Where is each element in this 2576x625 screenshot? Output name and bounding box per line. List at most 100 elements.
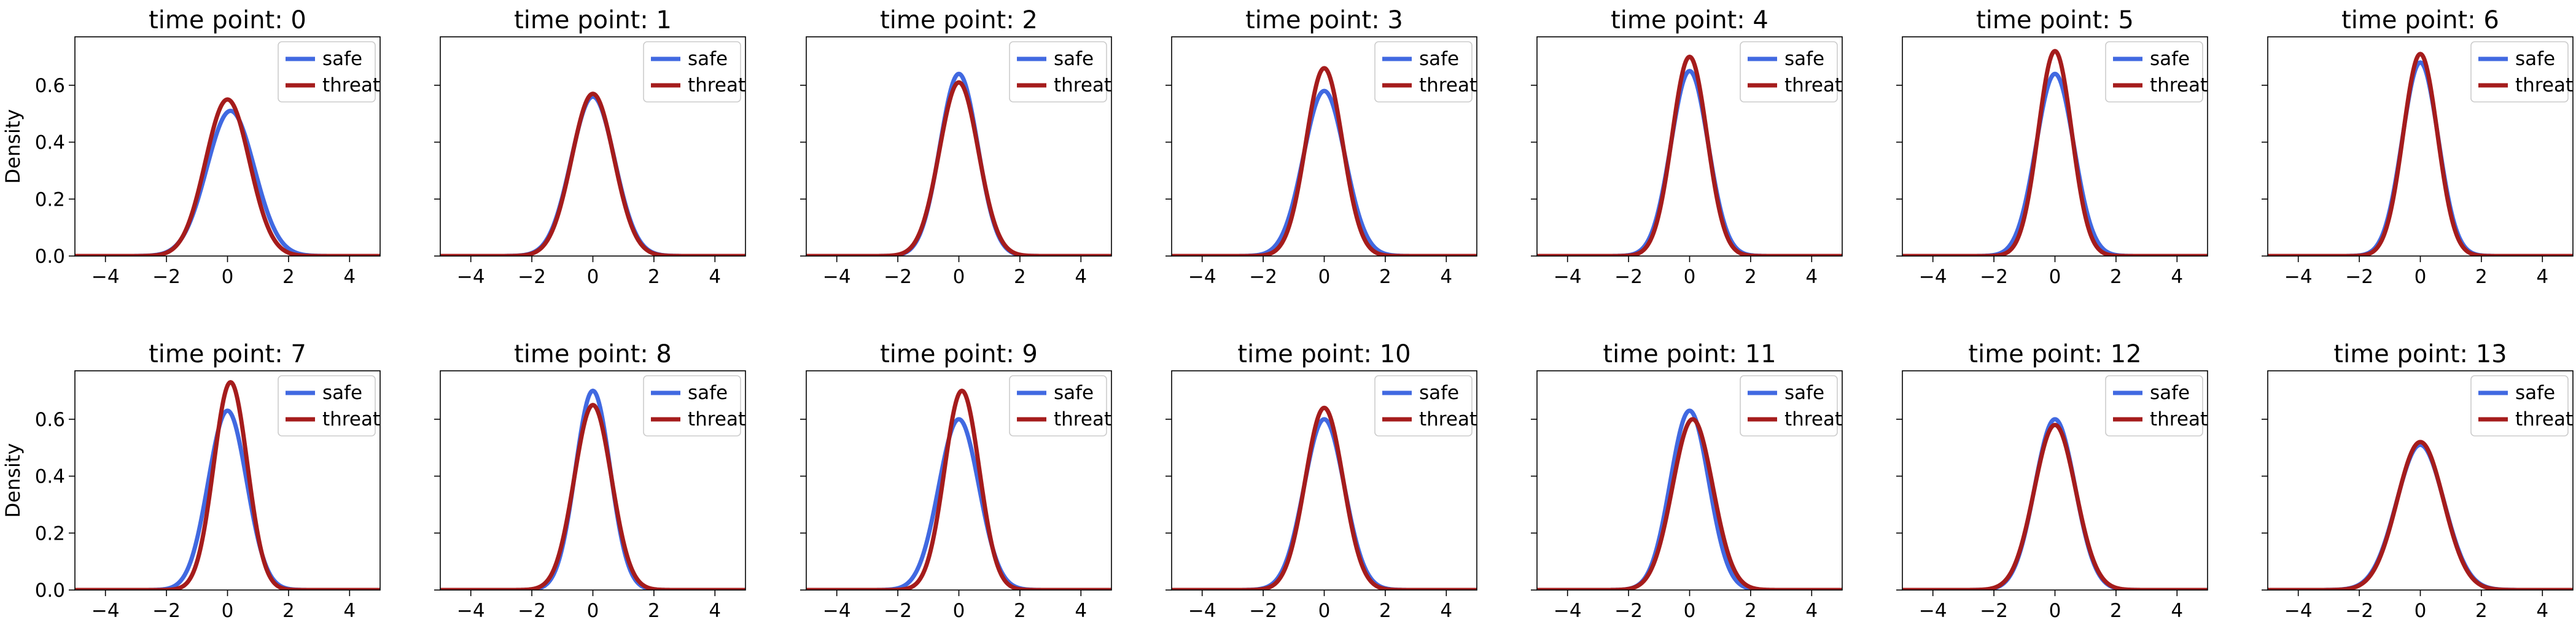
x-tick-label: −2 [152,600,181,622]
x-tick-label: −2 [1614,600,1643,622]
safe-density-line [1537,408,1842,590]
legend-label-threat: threat [688,408,745,430]
legend-label-safe: safe [688,48,728,70]
x-tick-label: 4 [1075,266,1087,288]
legend-label-safe: safe [2515,48,2555,70]
x-tick-label: −2 [518,600,546,622]
threat-density-line [806,388,1111,590]
threat-density-line [440,403,745,590]
x-tick-label: 0 [222,600,234,622]
x-tick-label: 0 [2049,600,2061,622]
x-tick-label: −4 [1919,266,1947,288]
subplot-9: time point: 9 −4 −2 0 2 4 safe threat [800,340,1112,622]
x-tick-label: 4 [1440,266,1452,288]
x-tick-label: −4 [2284,600,2313,622]
legend-label-threat: threat [1784,408,1842,430]
legend-label-threat: threat [1054,74,1111,96]
x-tick-label: −2 [2345,266,2373,288]
subplot-title: time point: 5 [1976,6,2134,34]
legend: safe threat [1740,375,1842,437]
x-tick-label: 2 [1014,266,1026,288]
subplot-5: time point: 5 −4 −2 0 2 4 safe threat [1896,6,2208,288]
x-tick-label: 0 [2049,266,2061,288]
x-tick-label: 0 [222,266,234,288]
x-tick-label: 2 [282,266,295,288]
x-tick-label: 4 [709,266,721,288]
x-tick-label: 2 [2110,266,2122,288]
threat-density-line [1172,66,1477,256]
legend: safe threat [1374,41,1477,103]
y-tick-label: 0.2 [35,522,65,545]
x-tick-label: 2 [648,266,660,288]
legend: safe threat [278,41,380,103]
threat-density-line [1172,405,1477,590]
x-tick-label: 0 [2415,600,2427,622]
x-tick-label: −2 [1980,266,2008,288]
y-tick-label: 0.4 [35,466,65,488]
y-tick-label: 0.0 [35,580,65,602]
x-tick-label: −2 [2345,600,2373,622]
x-tick-label: −2 [1980,600,2008,622]
legend-label-threat: threat [2150,408,2208,430]
x-tick-label: 2 [1745,266,1757,288]
safe-density-line [75,408,380,590]
x-tick-label: 2 [1379,266,1391,288]
threat-density-line [1902,422,2208,590]
safe-density-line [1172,88,1477,256]
x-tick-label: 2 [1745,600,1757,622]
x-tick-label: 0 [953,600,965,622]
legend: safe threat [1009,375,1111,437]
safe-density-line [2268,60,2573,256]
x-tick-label: 0 [1684,266,1696,288]
x-tick-label: −4 [457,600,485,622]
x-tick-label: −2 [518,266,546,288]
legend: safe threat [2105,375,2208,437]
subplot-3: time point: 3 −4 −2 0 2 4 safe threat [1165,6,1477,288]
x-tick-label: −4 [91,266,120,288]
subplot-title: time point: 8 [514,340,672,368]
x-tick-label: 4 [2171,266,2183,288]
subplot-2: time point: 2 −4 −2 0 2 4 safe threat [800,6,1112,288]
legend: safe threat [1740,41,1842,103]
legend: safe threat [2105,41,2208,103]
subplot-title: time point: 10 [1237,340,1411,368]
subplot-0: time point: 0 −4 −2 0 2 4 0.0 0.2 0.4 0.6 Density s… [1,6,381,288]
threat-density-line [2268,440,2573,590]
safe-density-line [440,388,745,590]
threat-density-line [2268,52,2573,256]
x-tick-label: 4 [1440,600,1452,622]
subplot-10: time point: 10 −4 −2 0 2 4 safe threat [1165,340,1477,622]
subplot-1: time point: 1 −4 −2 0 2 4 safe threat [434,6,746,288]
x-tick-label: −2 [1249,600,1277,622]
safe-density-line [1902,417,2208,590]
legend-label-safe: safe [2150,48,2190,70]
x-tick-label: −4 [2284,266,2313,288]
subplot-title: time point: 1 [514,6,672,34]
legend-label-safe: safe [322,382,362,404]
x-tick-label: 4 [1805,266,1818,288]
legend: safe threat [1009,41,1111,103]
subplot-6: time point: 6 −4 −2 0 2 4 safe threat [2262,6,2574,288]
subplot-title: time point: 0 [149,6,306,34]
legend-label-safe: safe [688,382,728,404]
x-tick-label: −4 [823,266,851,288]
x-tick-label: −4 [1188,600,1216,622]
y-tick-label: 0.6 [35,409,65,431]
legend-label-safe: safe [1419,48,1459,70]
x-tick-label: 4 [343,600,356,622]
subplot-11: time point: 11 −4 −2 0 2 4 safe threat [1531,340,1843,622]
legend-label-safe: safe [322,48,362,70]
threat-density-line [75,380,380,590]
x-tick-label: −4 [91,600,120,622]
threat-density-line [1537,417,1842,590]
subplot-8: time point: 8 −4 −2 0 2 4 safe threat [434,340,746,622]
legend: safe threat [643,375,745,437]
y-axis-label: Density [1,109,25,184]
subplot-title: time point: 6 [2341,6,2499,34]
safe-density-line [806,417,1111,590]
x-tick-label: 2 [2110,600,2122,622]
legend-label-safe: safe [2515,382,2555,404]
legend-label-safe: safe [1784,382,1824,404]
x-tick-label: 0 [1318,600,1331,622]
legend-label-safe: safe [1419,382,1459,404]
